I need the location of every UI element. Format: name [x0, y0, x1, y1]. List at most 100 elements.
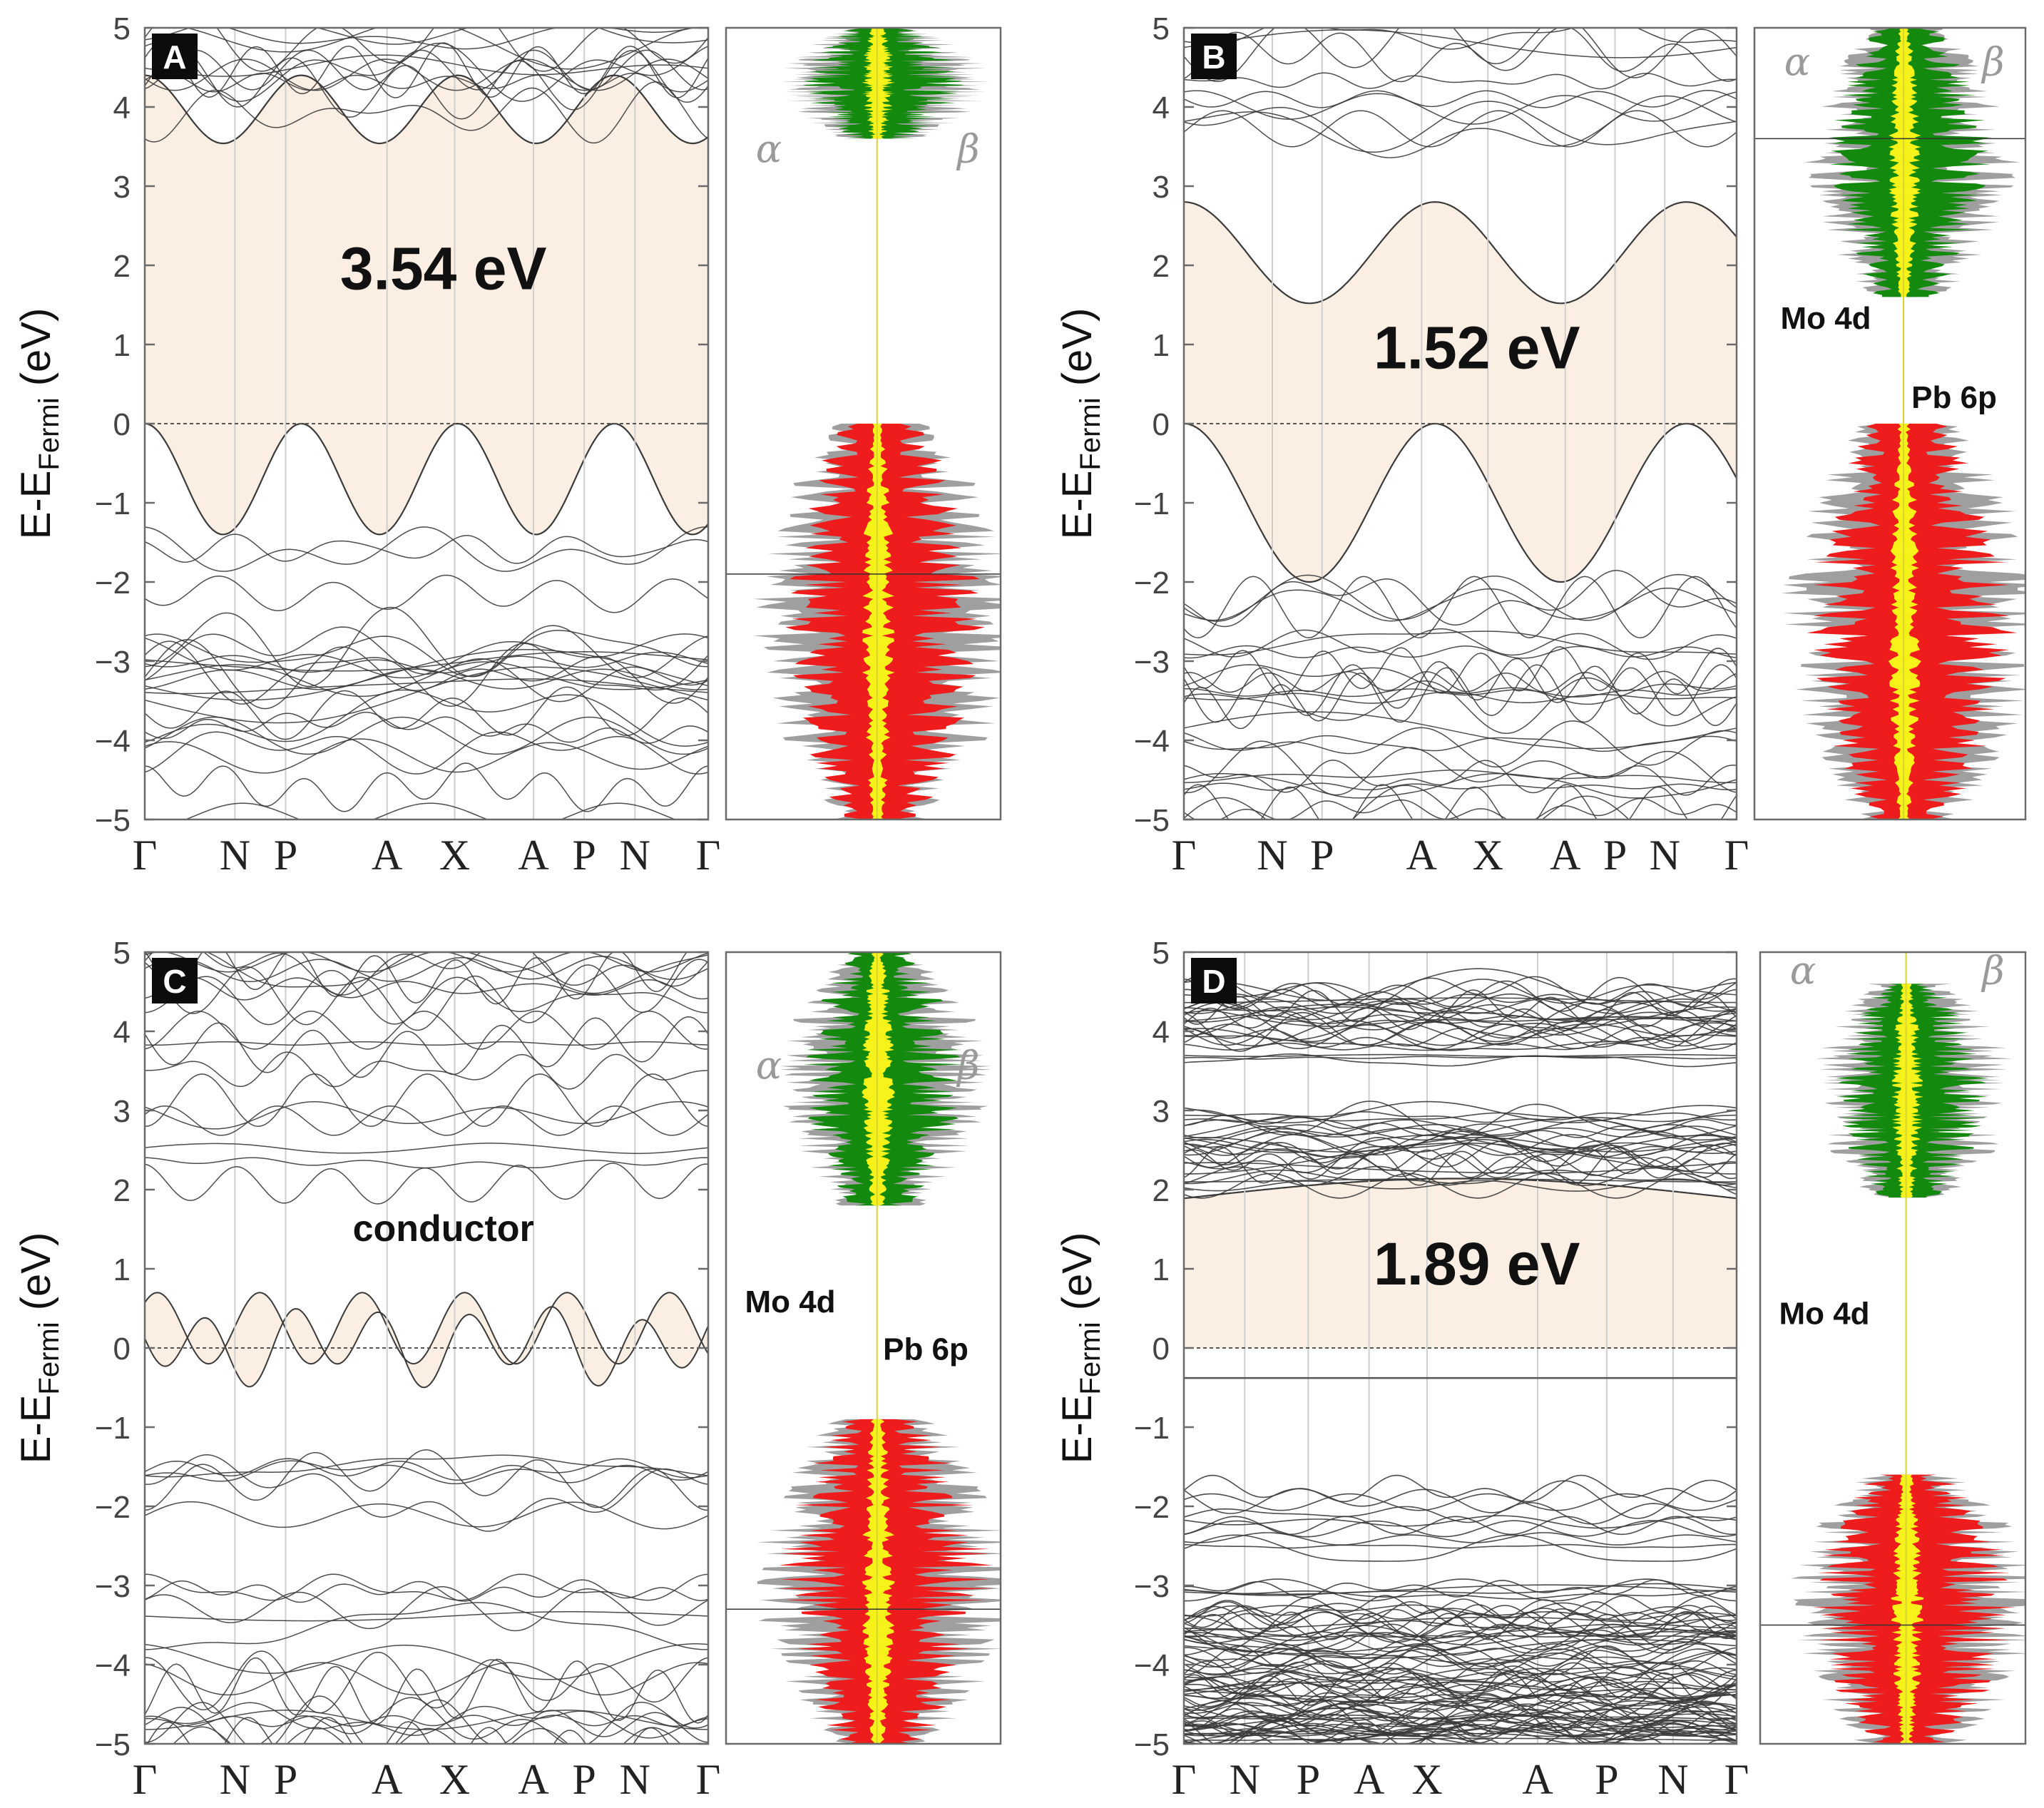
band-line [1184, 1116, 1737, 1141]
band-line [1184, 968, 1737, 1003]
band-line [145, 1449, 708, 1511]
k-point-label: N [1230, 1756, 1260, 1803]
spin-alpha-label: α [756, 1043, 782, 1088]
dos-frame [725, 26, 1002, 821]
y-tick-label: −1 [95, 486, 131, 521]
band-line [1184, 989, 1737, 1009]
band-line [145, 686, 708, 740]
band-line [1184, 1583, 1737, 1596]
k-point-label: A [518, 832, 548, 879]
y-tick-label: 2 [113, 1173, 131, 1208]
band-line [1184, 576, 1737, 639]
k-point-label: P [573, 832, 596, 879]
band-line [1184, 658, 1737, 730]
band-line [145, 626, 708, 703]
band-line [1184, 1146, 1737, 1186]
band-line [1184, 1053, 1737, 1057]
gap-fill [1184, 1178, 1737, 1348]
band-line [184, 802, 677, 819]
y-tick-label: −3 [95, 1569, 131, 1604]
band-line [145, 1602, 708, 1650]
band-line [145, 640, 708, 707]
dos-curves [726, 952, 1001, 1744]
k-point-label: P [1603, 832, 1627, 879]
y-axis-label-unit: (eV) [1054, 308, 1100, 398]
gap-label: conductor [353, 1208, 534, 1250]
band-line [145, 661, 708, 697]
y-axis-label-subscript: Fermi [1075, 397, 1106, 470]
band-line [145, 956, 708, 983]
band-line [1184, 1629, 1737, 1654]
band-line [1184, 735, 1737, 752]
y-tick-label: −2 [1134, 566, 1170, 601]
y-tick-label: 5 [1153, 11, 1170, 46]
band-line [145, 1011, 708, 1050]
k-point-label: X [1411, 1756, 1442, 1803]
band-line [1184, 1140, 1737, 1170]
y-axis-label: E-EFermi (eV) [1054, 308, 1106, 540]
y-tick-label: 1 [113, 1252, 131, 1287]
band-line [1184, 72, 1737, 90]
band-line [1184, 1584, 1737, 1595]
band-line [1184, 1692, 1737, 1707]
y-tick-label: 0 [1153, 407, 1170, 442]
y-tick-label: 3 [1153, 1094, 1170, 1129]
conduction-band-edge [1184, 201, 1737, 305]
dos-curves [1760, 952, 2025, 1744]
y-axis-label-subscript: Fermi [1075, 1322, 1106, 1394]
band-line [1184, 646, 1737, 695]
k-point-label: A [372, 832, 402, 879]
band-line [1184, 1629, 1737, 1651]
band-line [1184, 691, 1737, 704]
band-line [145, 1657, 708, 1725]
band-line [1184, 1652, 1737, 1667]
dos-green [1829, 28, 1991, 297]
band-line [145, 574, 708, 613]
band-line [1184, 670, 1737, 693]
band-line [145, 1650, 708, 1714]
band-line [1184, 989, 1737, 1025]
panel-letter: C [163, 963, 186, 1000]
y-tick-label: −5 [95, 803, 131, 838]
y-axis-label-main: E-E [1054, 1395, 1100, 1464]
orbital-label-mo4d: Mo 4d [1779, 1297, 1869, 1332]
y-tick-label: −2 [95, 566, 131, 601]
band-line [1184, 28, 1737, 82]
y-tick-label: 2 [1153, 249, 1170, 284]
k-point-label: N [1657, 1756, 1688, 1803]
band-line [1184, 1670, 1737, 1707]
band-line [145, 666, 708, 724]
spin-beta-label: β [956, 1043, 979, 1088]
band-line [1184, 1534, 1737, 1562]
k-point-label: P [274, 1756, 297, 1803]
dos-curves [1754, 28, 2025, 819]
band-line [145, 1101, 708, 1130]
band-line [173, 1726, 682, 1744]
band-line [145, 49, 708, 91]
band-line [145, 1702, 708, 1739]
spin-alpha-label: α [1784, 40, 1810, 85]
band-line [145, 976, 708, 1001]
band-line [1184, 688, 1737, 698]
band-line [1184, 784, 1737, 819]
band-line [1184, 1516, 1737, 1536]
band-line [1184, 1635, 1737, 1638]
y-tick-label: −1 [1134, 1411, 1170, 1446]
y-tick-label: 0 [113, 1332, 131, 1367]
k-point-label: P [1310, 832, 1334, 879]
conduction-band-edge [145, 74, 708, 145]
k-point-label: Γ [1172, 832, 1197, 879]
dos-panel: α β Mo 4d Pb 6p [1753, 26, 2027, 821]
y-tick-label: 5 [1153, 936, 1170, 971]
k-point-label: X [439, 832, 470, 879]
band-line [1184, 772, 1737, 799]
y-tick-label: −5 [95, 1727, 131, 1762]
band-structure [1184, 28, 1737, 819]
band-line [1184, 1630, 1737, 1665]
dos-yellow-up [862, 28, 895, 139]
dos-yellow-down [862, 1419, 895, 1744]
band-line [1184, 1125, 1737, 1139]
